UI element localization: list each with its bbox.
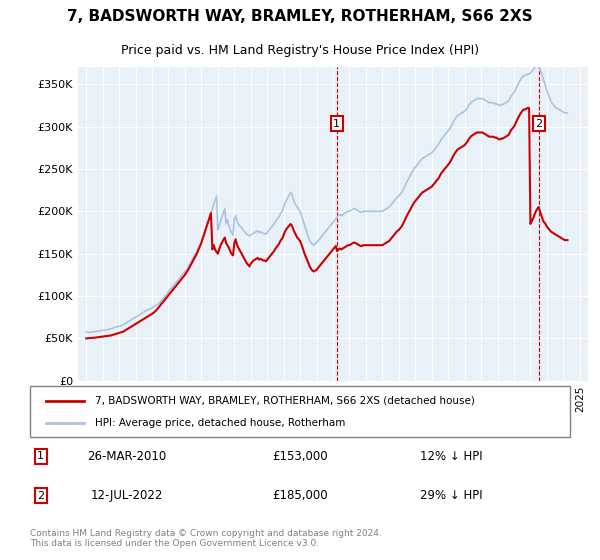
FancyBboxPatch shape — [30, 386, 570, 437]
Text: Price paid vs. HM Land Registry's House Price Index (HPI): Price paid vs. HM Land Registry's House … — [121, 44, 479, 57]
Text: 26-MAR-2010: 26-MAR-2010 — [88, 450, 167, 463]
Text: 12% ↓ HPI: 12% ↓ HPI — [420, 450, 482, 463]
Text: 7, BADSWORTH WAY, BRAMLEY, ROTHERHAM, S66 2XS: 7, BADSWORTH WAY, BRAMLEY, ROTHERHAM, S6… — [67, 10, 533, 24]
Text: 2: 2 — [536, 119, 543, 129]
Text: HPI: Average price, detached house, Rotherham: HPI: Average price, detached house, Roth… — [95, 418, 345, 428]
Text: 2: 2 — [37, 491, 44, 501]
Text: £153,000: £153,000 — [272, 450, 328, 463]
Text: 1: 1 — [37, 451, 44, 461]
Text: 12-JUL-2022: 12-JUL-2022 — [91, 489, 163, 502]
Text: 29% ↓ HPI: 29% ↓ HPI — [420, 489, 482, 502]
Text: £185,000: £185,000 — [272, 489, 328, 502]
Text: 7, BADSWORTH WAY, BRAMLEY, ROTHERHAM, S66 2XS (detached house): 7, BADSWORTH WAY, BRAMLEY, ROTHERHAM, S6… — [95, 395, 475, 405]
Text: 1: 1 — [333, 119, 340, 129]
Text: Contains HM Land Registry data © Crown copyright and database right 2024.
This d: Contains HM Land Registry data © Crown c… — [30, 529, 382, 548]
